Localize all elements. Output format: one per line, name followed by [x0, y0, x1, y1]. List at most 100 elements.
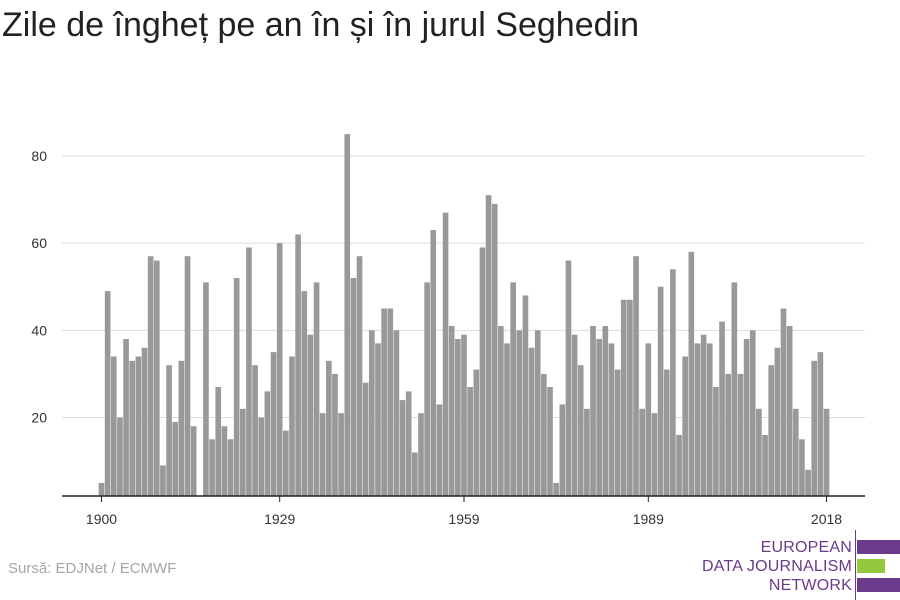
bar-1996	[688, 251, 695, 496]
logo-divider	[855, 530, 856, 600]
bar-1947	[387, 308, 394, 496]
bar-1992	[663, 369, 670, 496]
logo-bar-green	[857, 559, 885, 573]
bar-1939	[338, 413, 344, 496]
bar-1964	[491, 203, 498, 496]
bar-1908	[147, 256, 154, 496]
bar-1978	[577, 365, 584, 496]
bar-1958	[455, 339, 461, 496]
bar-1955	[436, 404, 443, 496]
bar-1984	[614, 369, 621, 496]
bar-1920	[221, 426, 228, 496]
bar-2001	[719, 321, 725, 496]
bar-1960	[467, 387, 473, 496]
bar-1974	[553, 482, 559, 496]
bar-1950	[405, 391, 412, 496]
bar-1907	[141, 347, 148, 496]
chart-title: Zile de îngheț pe an în și în jurul Segh…	[2, 6, 639, 44]
bar-1923	[239, 408, 246, 496]
bar-1989	[645, 343, 652, 496]
bar-1998	[700, 334, 707, 496]
bar-1910	[160, 465, 166, 496]
bar-2007	[756, 408, 762, 496]
bar-1969	[522, 295, 529, 496]
bar-1957	[448, 325, 455, 496]
bar-1991	[657, 286, 664, 496]
axes: 20 40 60 80 1900 1929 1959 1989 2018	[31, 148, 865, 527]
bar-1938	[332, 373, 338, 496]
bar-1932	[295, 234, 301, 496]
bar-1901	[104, 291, 111, 496]
bar-2013	[792, 408, 799, 496]
bar-1971	[534, 330, 541, 496]
bar-2018	[823, 408, 830, 496]
bar-2011	[780, 308, 787, 496]
bar-1930	[283, 430, 289, 496]
bar-1918	[209, 439, 215, 496]
bar-2002	[725, 373, 732, 496]
bar-2006	[749, 330, 756, 496]
bar-1922	[233, 278, 240, 496]
bar-1909	[153, 260, 160, 496]
bar-1921	[227, 439, 234, 496]
bar-1934	[307, 334, 314, 496]
bar-1962	[479, 247, 486, 496]
bar-1967	[510, 282, 516, 496]
bar-1914	[184, 256, 191, 496]
bar-2016	[811, 360, 818, 496]
bar-1961	[473, 369, 480, 496]
bar-1988	[639, 408, 645, 496]
bar-1906	[135, 356, 142, 496]
bar-1936	[319, 413, 326, 496]
bar-1965	[498, 325, 504, 496]
bar-1927	[264, 391, 271, 496]
bar-1945	[375, 343, 381, 496]
bar-1993	[670, 269, 676, 496]
bar-1944	[369, 330, 375, 496]
bar-1917	[203, 282, 209, 496]
bar-1959	[461, 334, 467, 496]
bar-1995	[682, 356, 689, 496]
bar-1981	[596, 339, 602, 496]
bar-1979	[584, 408, 590, 496]
logo-bar-purple-top	[857, 540, 900, 554]
bar-1951	[412, 452, 418, 496]
bar-1929	[276, 243, 283, 496]
bar-1904	[123, 339, 129, 496]
logo-text-line2: DATA JOURNALISM	[702, 558, 852, 575]
bar-1913	[178, 360, 185, 496]
bar-1976	[565, 260, 572, 496]
x-tick-label: 1929	[264, 511, 295, 527]
bar-1948	[393, 330, 400, 496]
bar-1943	[362, 382, 369, 496]
bar-1986	[627, 299, 633, 496]
edjnet-logo[interactable]: EUROPEAN DATA JOURNALISM NETWORK	[700, 530, 900, 600]
logo-bar-purple-bottom	[857, 578, 900, 592]
x-tick-label: 1900	[86, 511, 117, 527]
bar-1952	[418, 413, 424, 496]
source-note: Sursă: EDJNet / ECMWF	[8, 560, 177, 577]
bar-1972	[541, 373, 547, 496]
bar-1997	[694, 343, 701, 496]
bar-2010	[774, 347, 781, 496]
bar-1928	[270, 352, 277, 496]
bar-1985	[620, 299, 627, 496]
gridlines	[62, 155, 865, 419]
bar-2005	[743, 339, 750, 496]
bar-1975	[559, 404, 566, 496]
bar-1953	[424, 282, 430, 496]
bar-1935	[313, 282, 320, 496]
y-tick-label: 80	[31, 148, 47, 164]
bar-1963	[485, 195, 492, 496]
bar-1987	[633, 256, 639, 496]
bar-2012	[786, 325, 793, 496]
bar-1942	[356, 256, 363, 496]
bar-1912	[172, 421, 179, 496]
y-tick-label: 20	[31, 410, 47, 426]
bar-1994	[676, 434, 682, 496]
x-tick-label: 2018	[811, 511, 842, 527]
bar-1926	[258, 417, 265, 496]
bar-1919	[215, 387, 222, 496]
